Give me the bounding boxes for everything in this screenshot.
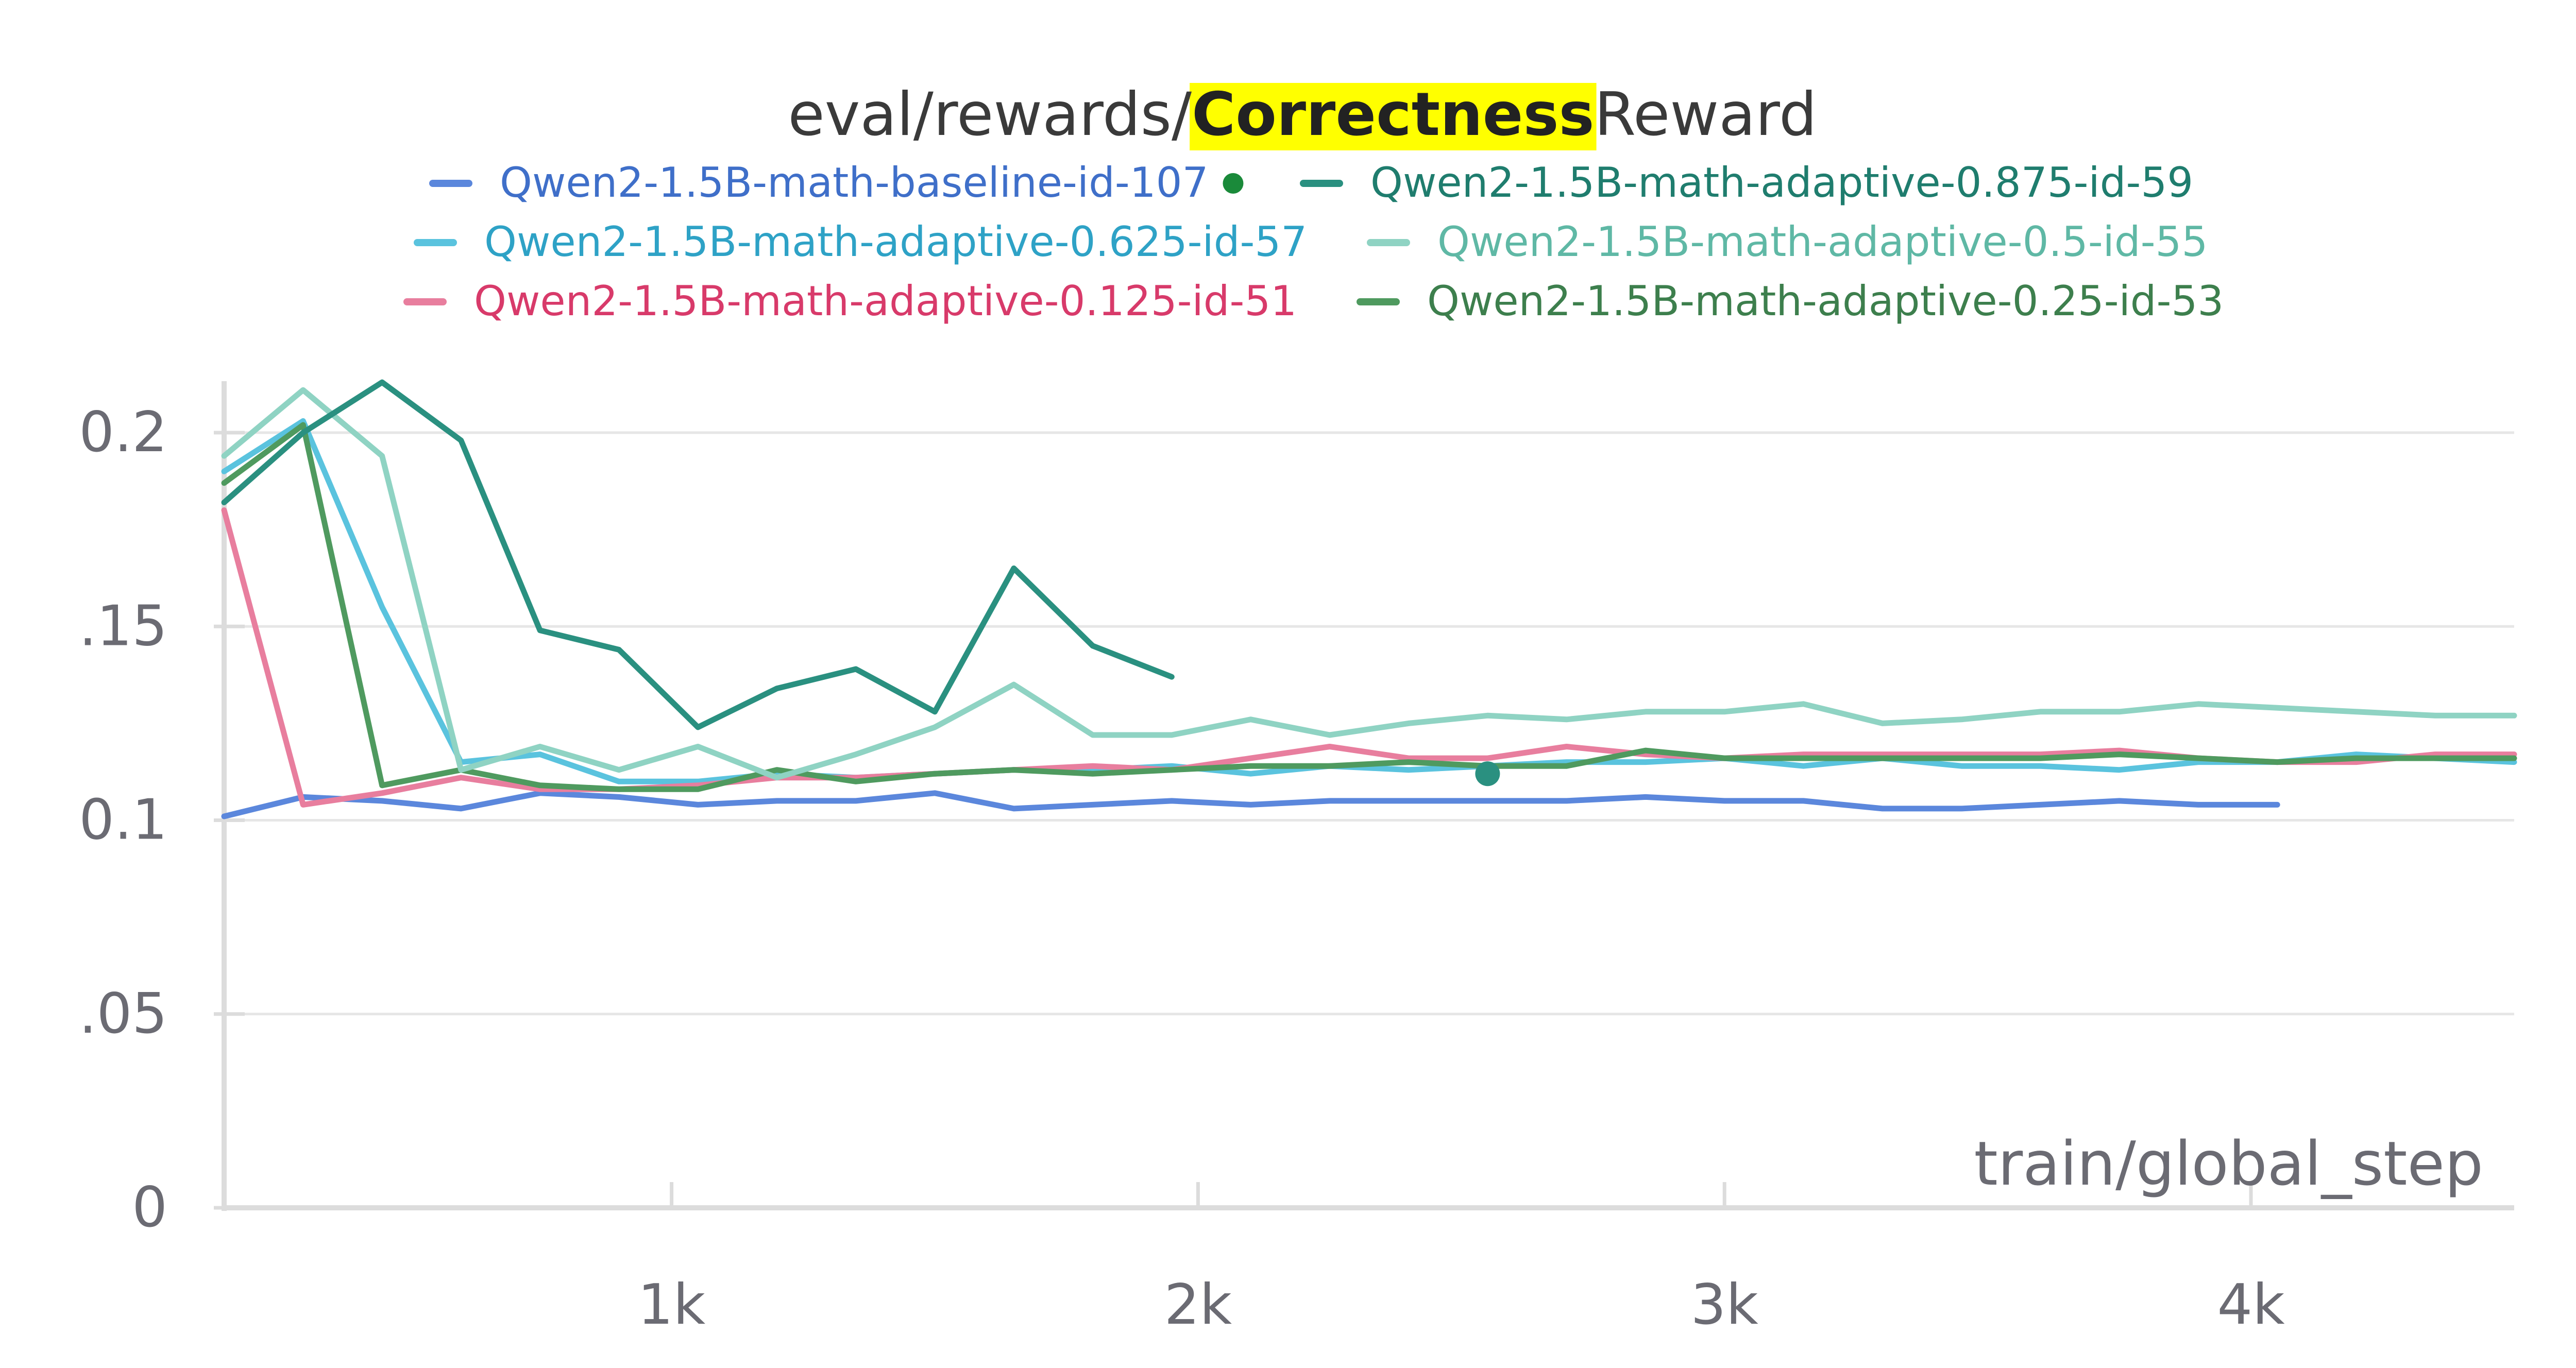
series-line-4: [221, 507, 2517, 808]
chart-title: eval/rewards/CorrectnessReward: [788, 80, 1817, 150]
highlight-point: [1475, 761, 1500, 786]
x-tick-label: 4k: [2217, 1273, 2285, 1337]
axes: 0 .05 0.1 .15 0.2 1k 2k 3k 4k: [79, 381, 2514, 1337]
y-tick-label: 0: [132, 1175, 167, 1240]
legend-label: Qwen2-1.5B-math-adaptive-0.25-id-53: [1427, 277, 2224, 325]
title-prefix: eval/rewards/: [788, 80, 1192, 149]
y-tick-label: 0.2: [79, 400, 167, 465]
title-suffix: Reward: [1595, 80, 1817, 149]
y-tick-label: .15: [79, 594, 167, 658]
series-line-2: [221, 418, 2517, 784]
x-tick-label: 2k: [1164, 1273, 1232, 1337]
series-line-3: [221, 387, 2517, 781]
series-line-5: [221, 422, 2517, 792]
legend-label: Qwen2-1.5B-math-adaptive-0.625-id-57: [484, 218, 1307, 266]
x-tick-label: 3k: [1691, 1273, 1759, 1337]
legend-dot-marker: [1223, 173, 1244, 194]
highlight-points: [1475, 761, 1500, 786]
title-highlight: [1190, 83, 1597, 150]
title-highlight-text: Correctness: [1192, 80, 1594, 149]
x-axis-label: train/global_step: [1974, 1128, 2483, 1199]
series-line-1: [221, 379, 1175, 730]
x-tick-label: 1k: [638, 1273, 706, 1337]
legend-label: Qwen2-1.5B-math-adaptive-0.875-id-59: [1370, 159, 2193, 207]
y-tick-label: 0.1: [79, 788, 167, 852]
series-line-0: [221, 790, 2280, 819]
y-tick-label: .05: [79, 982, 167, 1046]
legend-label: Qwen2-1.5B-math-baseline-id-107: [500, 159, 1208, 207]
legend: Qwen2-1.5B-math-baseline-id-107 Qwen2-1.5…: [403, 159, 2224, 325]
grid-lines: [224, 431, 2514, 1016]
legend-label: Qwen2-1.5B-math-adaptive-0.5-id-55: [1437, 218, 2208, 266]
series-lines: [221, 379, 2517, 819]
svg-text:eval/rewards/CorrectnessReward: eval/rewards/CorrectnessReward: [788, 80, 1817, 149]
legend-label: Qwen2-1.5B-math-adaptive-0.125-id-51: [474, 277, 1297, 325]
